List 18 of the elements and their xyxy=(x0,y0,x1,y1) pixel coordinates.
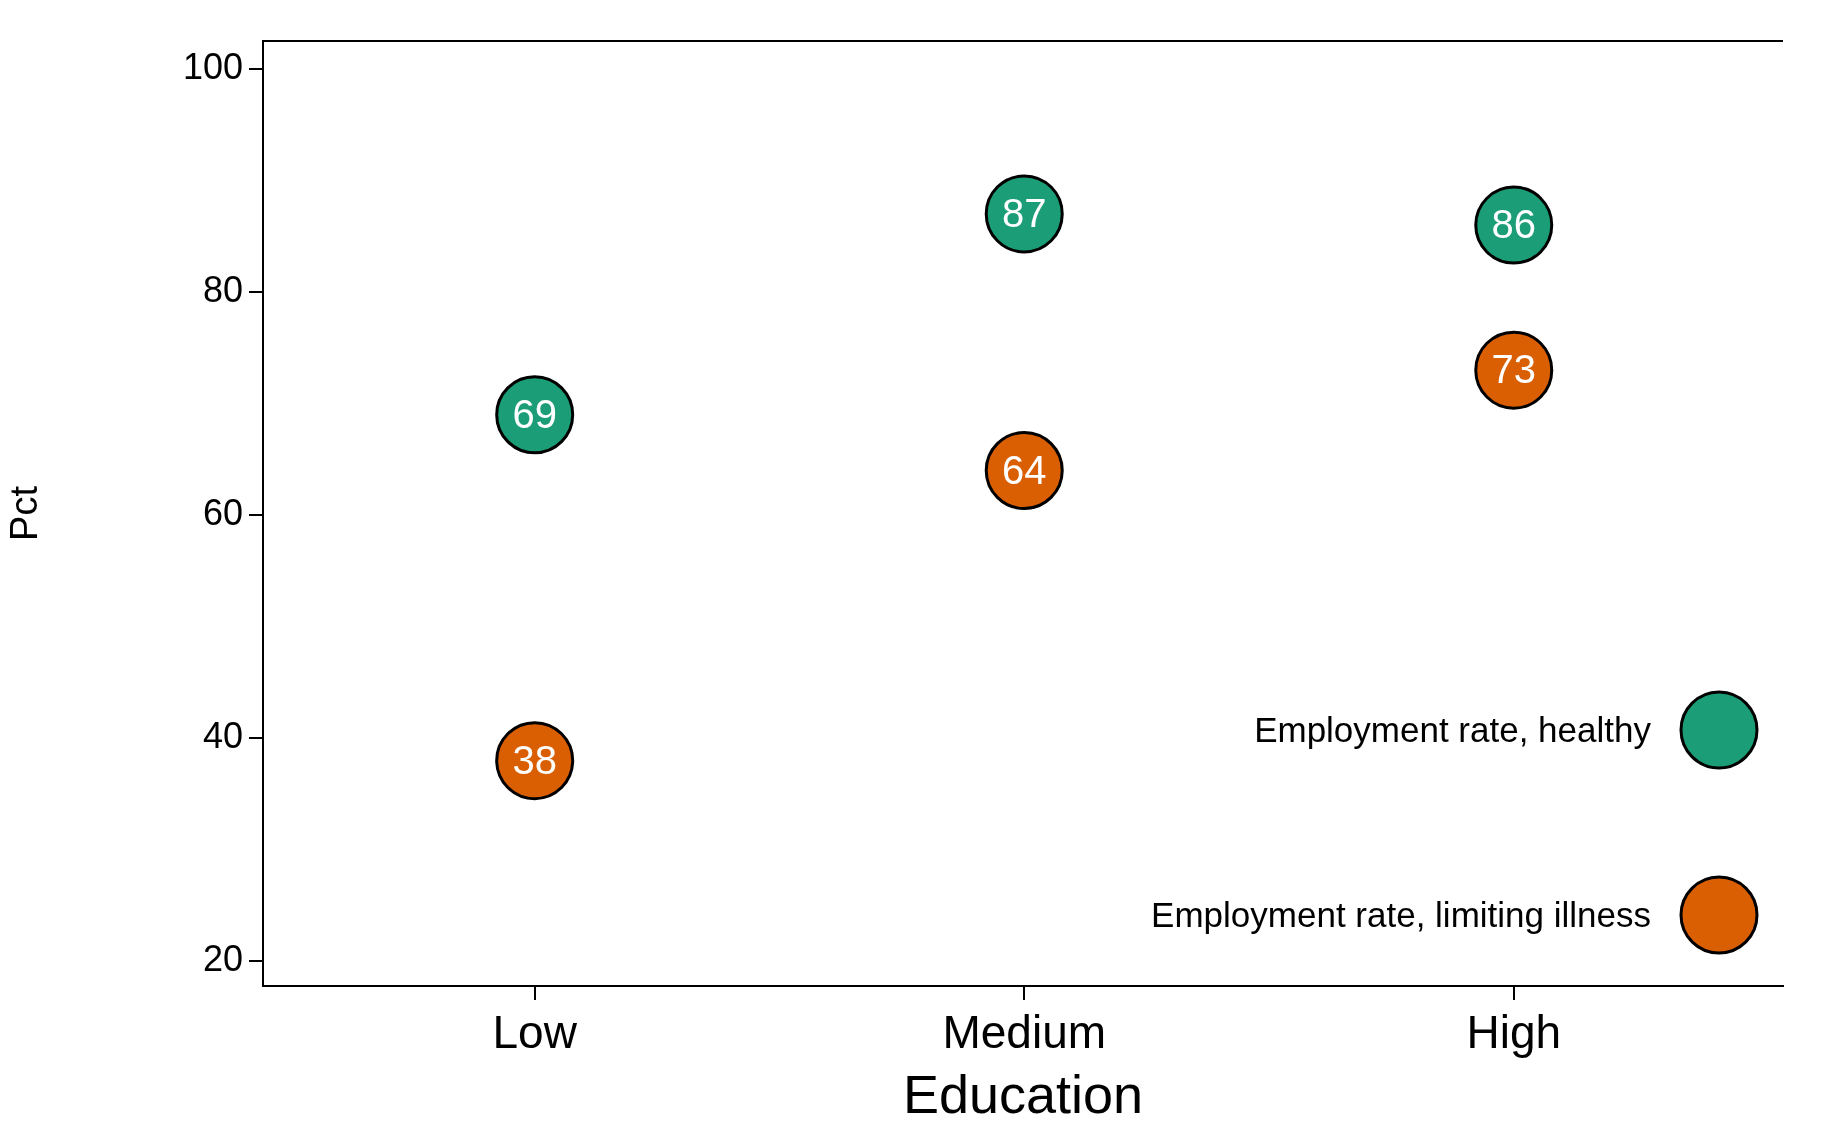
data-label: 38 xyxy=(512,737,557,782)
y-tick-label: 40 xyxy=(202,715,243,757)
data-label: 73 xyxy=(1491,347,1537,392)
data-label: 86 xyxy=(1491,202,1537,247)
x-axis-title: Education xyxy=(902,1064,1144,1125)
legend-label: Employment rate, limiting illness xyxy=(1151,894,1651,934)
x-tick-label: Medium xyxy=(942,1006,1107,1059)
y-axis-title: Pct xyxy=(3,485,46,541)
data-label: 87 xyxy=(1001,190,1047,235)
y-tick-label: 20 xyxy=(202,938,243,980)
x-tick-label: Low xyxy=(492,1006,578,1059)
data-label: 69 xyxy=(512,391,557,436)
data-label: 64 xyxy=(1001,447,1047,492)
y-tick-label: 80 xyxy=(202,268,243,310)
x-tick-label: High xyxy=(1466,1006,1562,1059)
y-tick-label: 60 xyxy=(202,492,243,534)
legend-label: Employment rate, healthy xyxy=(1254,709,1652,749)
y-tick-label: 100 xyxy=(182,45,243,87)
